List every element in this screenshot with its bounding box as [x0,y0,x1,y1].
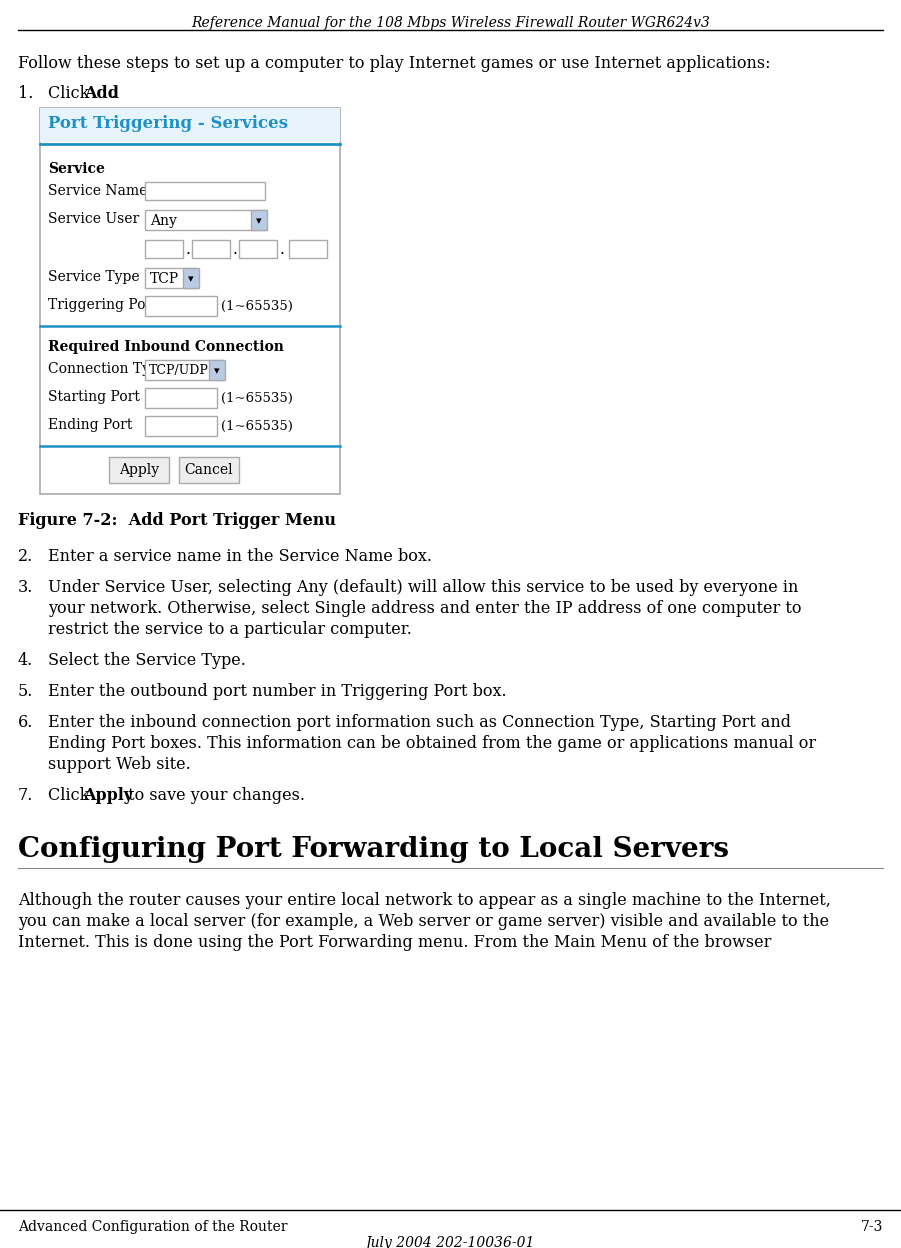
Text: 1.: 1. [18,85,33,102]
Text: Port Triggering - Services: Port Triggering - Services [48,115,288,132]
Text: Ending Port boxes. This information can be obtained from the game or application: Ending Port boxes. This information can … [48,735,816,753]
Text: 5.: 5. [18,683,33,700]
Text: Under Service User, selecting Any (default) will allow this service to be used b: Under Service User, selecting Any (defau… [48,579,798,597]
Text: Reference Manual for the 108 Mbps Wireless Firewall Router WGR624v3: Reference Manual for the 108 Mbps Wirele… [191,16,710,30]
Text: Advanced Configuration of the Router: Advanced Configuration of the Router [18,1221,287,1234]
Text: restrict the service to a particular computer.: restrict the service to a particular com… [48,622,412,638]
Text: Cancel: Cancel [185,463,233,477]
Text: Starting Port: Starting Port [48,389,140,404]
Text: your network. Otherwise, select Single address and enter the IP address of one c: your network. Otherwise, select Single a… [48,600,802,617]
Text: Click: Click [48,787,95,804]
Bar [145,182,265,200]
Bar [145,296,217,316]
Bar [251,210,267,230]
Text: Enter a service name in the Service Name box.: Enter a service name in the Service Name… [48,548,432,565]
Text: 4.: 4. [18,651,33,669]
Bar [145,240,183,258]
Text: 7.: 7. [18,787,33,804]
Text: Figure 7-2:  Add Port Trigger Menu: Figure 7-2: Add Port Trigger Menu [18,512,336,529]
FancyBboxPatch shape [109,457,169,483]
Text: Apply: Apply [83,787,133,804]
Text: .: . [279,242,284,257]
Bar [40,109,340,494]
Text: Click: Click [48,85,95,102]
Text: Service User: Service User [48,212,140,226]
Text: to save your changes.: to save your changes. [123,787,305,804]
Bar [40,109,340,142]
Bar [239,240,277,258]
Text: .: . [185,242,190,257]
Text: support Web site.: support Web site. [48,756,191,773]
Bar [145,416,217,436]
Text: 3.: 3. [18,579,33,597]
Text: ▾: ▾ [256,216,262,226]
Bar [209,359,225,379]
Text: Apply: Apply [119,463,159,477]
Bar [145,268,197,288]
Bar [289,240,327,258]
Bar [145,388,217,408]
Text: Any: Any [150,213,177,228]
Text: .: . [110,85,115,102]
Bar [192,240,230,258]
Text: Connection Type: Connection Type [48,362,167,376]
Text: Select the Service Type.: Select the Service Type. [48,651,246,669]
Text: (1~65535): (1~65535) [221,392,293,406]
Text: Service Name: Service Name [48,183,148,198]
Text: ▾: ▾ [188,275,194,285]
Bar [183,268,199,288]
Text: Required Inbound Connection: Required Inbound Connection [48,339,284,354]
Text: Service: Service [48,162,105,176]
Text: 7-3: 7-3 [860,1221,883,1234]
Text: Service Type: Service Type [48,270,140,285]
Bar [145,359,223,379]
Text: 6.: 6. [18,714,33,731]
Text: Ending Port: Ending Port [48,418,132,432]
Bar [145,210,265,230]
Text: (1~65535): (1~65535) [221,421,293,433]
FancyBboxPatch shape [179,457,239,483]
Text: July 2004 202-10036-01: July 2004 202-10036-01 [366,1236,535,1248]
Text: TCP: TCP [150,272,179,286]
Text: TCP/UDP: TCP/UDP [149,364,209,377]
Text: (1~65535): (1~65535) [221,300,293,313]
Text: Internet. This is done using the Port Forwarding menu. From the Main Menu of the: Internet. This is done using the Port Fo… [18,934,771,951]
Text: Add: Add [84,85,119,102]
Text: Follow these steps to set up a computer to play Internet games or use Internet a: Follow these steps to set up a computer … [18,55,770,72]
Text: you can make a local server (for example, a Web server or game server) visible a: you can make a local server (for example… [18,914,829,930]
Text: .: . [232,242,237,257]
Text: ▾: ▾ [214,366,220,376]
Text: Triggering Port: Triggering Port [48,298,158,312]
Text: Enter the inbound connection port information such as Connection Type, Starting : Enter the inbound connection port inform… [48,714,791,731]
Text: Although the router causes your entire local network to appear as a single machi: Although the router causes your entire l… [18,892,831,909]
Text: 2.: 2. [18,548,33,565]
Text: Configuring Port Forwarding to Local Servers: Configuring Port Forwarding to Local Ser… [18,836,729,864]
Text: Enter the outbound port number in Triggering Port box.: Enter the outbound port number in Trigge… [48,683,506,700]
